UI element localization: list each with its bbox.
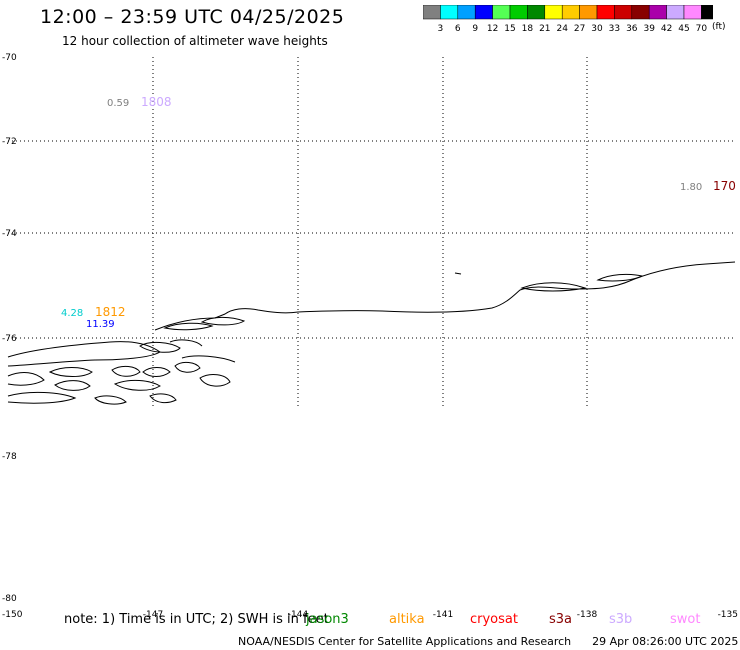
coast-loop-2 <box>596 273 644 282</box>
obs-value: 0.59 <box>107 98 129 109</box>
color-scale-label: 27 <box>574 24 585 34</box>
longitude-label: -147 <box>143 610 163 620</box>
credit-text: NOAA/NESDIS Center for Satellite Applica… <box>238 635 572 648</box>
ice-shelf-edge <box>154 261 736 331</box>
coastline <box>7 261 736 405</box>
island-13 <box>149 393 177 404</box>
island-5 <box>142 367 171 377</box>
color-scale-label: 36 <box>626 24 638 34</box>
legend-cryosat: cryosat <box>470 612 518 627</box>
map-title: 12:00 – 23:59 UTC 04/25/2025 <box>40 6 345 28</box>
legend-altika: altika <box>389 612 425 627</box>
legend-s3a: s3a <box>549 612 573 627</box>
color-scale-label: 3 <box>438 24 444 34</box>
island-10 <box>199 374 231 387</box>
longitude-label: -135 <box>718 610 738 620</box>
obs-time: 170 <box>713 179 736 193</box>
color-scale-label: 33 <box>609 24 620 34</box>
islet <box>454 272 462 275</box>
longitude-label: -141 <box>433 610 453 620</box>
island-4 <box>111 365 141 377</box>
footer-note: note: 1) Time is in UTC; 2) SWH is in fe… <box>64 612 329 627</box>
color-scale-label: 70 <box>696 24 708 34</box>
color-scale-bar: 3 6 9 12 15 18 21 24 27 30 33 36 39 42 45 70 <box>423 5 713 34</box>
latitude-label: -76 <box>2 334 17 344</box>
graticule: -70 -72 -74 -76 -78 -80 -150 -147 -144 -141 -138 -1… <box>2 53 738 620</box>
obs-time: 1812 <box>95 305 126 319</box>
color-scale-label: 30 <box>591 24 603 34</box>
color-scale-label: 42 <box>661 24 672 34</box>
latitude-label: -78 <box>2 452 17 462</box>
latitude-label: -72 <box>2 137 17 147</box>
longitude-label: -150 <box>2 610 23 620</box>
color-scale-label: 39 <box>643 24 655 34</box>
color-scale-unit: (ft) <box>712 22 726 32</box>
island-11 <box>7 391 77 404</box>
island-6 <box>7 372 45 386</box>
island-1 <box>139 341 181 353</box>
latitude-label: -70 <box>2 53 17 63</box>
latitude-label: -80 <box>2 594 17 604</box>
obs-value: 1.80 <box>680 182 702 193</box>
longitude-label: -138 <box>577 610 598 620</box>
island-7 <box>54 380 91 391</box>
credit-line: NOAA/NESDIS Center for Satellite Applica… <box>238 635 738 648</box>
color-scale-label: 15 <box>504 24 515 34</box>
coast-loop-1 <box>520 282 587 292</box>
island-15 <box>169 339 203 347</box>
longitude-label: -144 <box>288 610 309 620</box>
legend-s3b: s3b <box>609 612 633 627</box>
legend-swot: swot <box>670 612 701 627</box>
island-9 <box>174 361 201 373</box>
color-scale-label: 45 <box>678 24 689 34</box>
coast-loop-3 <box>200 316 246 326</box>
obs-time: 1808 <box>141 95 172 109</box>
map-subtitle: 12 hour collection of altimeter wave hei… <box>62 34 328 48</box>
color-scale-label: 24 <box>556 24 568 34</box>
obs-value: 4.28 <box>61 308 83 319</box>
legend-jason3: jason3 <box>306 612 349 627</box>
latitude-label: -74 <box>2 229 17 239</box>
color-scale-label: 9 <box>472 24 478 34</box>
island-2 <box>7 341 161 367</box>
color-scale-label: 21 <box>539 24 550 34</box>
obs-value: 11.39 <box>86 319 115 330</box>
island-8 <box>113 379 161 391</box>
color-scale-label: 12 <box>487 24 498 34</box>
generated-timestamp: 29 Apr 08:26:00 UTC 2025 <box>592 635 739 648</box>
island-12 <box>94 395 127 405</box>
color-swatch <box>701 5 713 20</box>
island-3 <box>48 367 93 377</box>
color-scale-label: 6 <box>455 24 461 34</box>
island-14 <box>181 355 236 363</box>
coast-loop-4 <box>163 322 214 331</box>
color-scale-label: 18 <box>522 24 534 34</box>
